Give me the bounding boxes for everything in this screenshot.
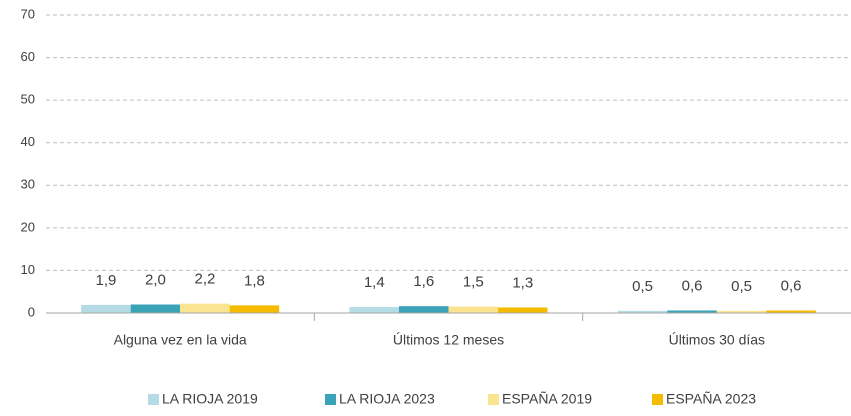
data-label: 2,2 bbox=[194, 271, 215, 288]
data-label: 0,6 bbox=[682, 277, 703, 294]
y-tick-label: 60 bbox=[21, 49, 35, 64]
legend-swatch bbox=[148, 394, 159, 405]
legend-label: ESPAÑA 2019 bbox=[502, 391, 592, 407]
bar bbox=[667, 310, 717, 313]
legend-swatch bbox=[488, 394, 499, 405]
data-label: 0,5 bbox=[731, 278, 752, 295]
bar bbox=[180, 303, 230, 313]
data-label: 1,8 bbox=[244, 272, 265, 289]
bar bbox=[617, 310, 668, 313]
bar bbox=[349, 307, 399, 313]
legend-swatch bbox=[325, 394, 336, 405]
y-tick-label: 50 bbox=[21, 92, 35, 107]
y-tick-label: 20 bbox=[21, 219, 35, 234]
y-tick-label: 70 bbox=[21, 6, 35, 21]
data-label: 1,3 bbox=[512, 274, 533, 291]
bar bbox=[766, 310, 816, 313]
bar bbox=[399, 306, 449, 313]
legend-label: LA RIOJA 2023 bbox=[339, 391, 435, 407]
data-label: 0,6 bbox=[781, 277, 802, 294]
legend-label: LA RIOJA 2019 bbox=[162, 391, 258, 407]
data-label: 0,5 bbox=[632, 278, 653, 295]
data-label: 1,6 bbox=[413, 273, 434, 290]
bar bbox=[716, 310, 767, 313]
x-tick-label: Últimos 30 días bbox=[669, 332, 765, 348]
y-tick-label: 0 bbox=[28, 304, 35, 319]
data-label: 2,0 bbox=[145, 271, 166, 288]
y-tick-label: 40 bbox=[21, 134, 35, 149]
data-label: 1,9 bbox=[95, 272, 116, 289]
bar bbox=[81, 304, 131, 313]
bar bbox=[229, 305, 280, 313]
bar bbox=[448, 306, 498, 313]
legend-swatch bbox=[652, 394, 663, 405]
x-tick-label: Alguna vez en la vida bbox=[114, 332, 247, 348]
bar bbox=[498, 307, 548, 313]
bar bbox=[130, 304, 181, 313]
data-label: 1,5 bbox=[463, 274, 484, 291]
legend-label: ESPAÑA 2023 bbox=[666, 391, 756, 407]
data-label: 1,4 bbox=[364, 274, 385, 291]
x-tick-label: Últimos 12 meses bbox=[393, 332, 504, 348]
y-tick-label: 30 bbox=[21, 177, 35, 192]
y-tick-label: 10 bbox=[21, 262, 35, 277]
